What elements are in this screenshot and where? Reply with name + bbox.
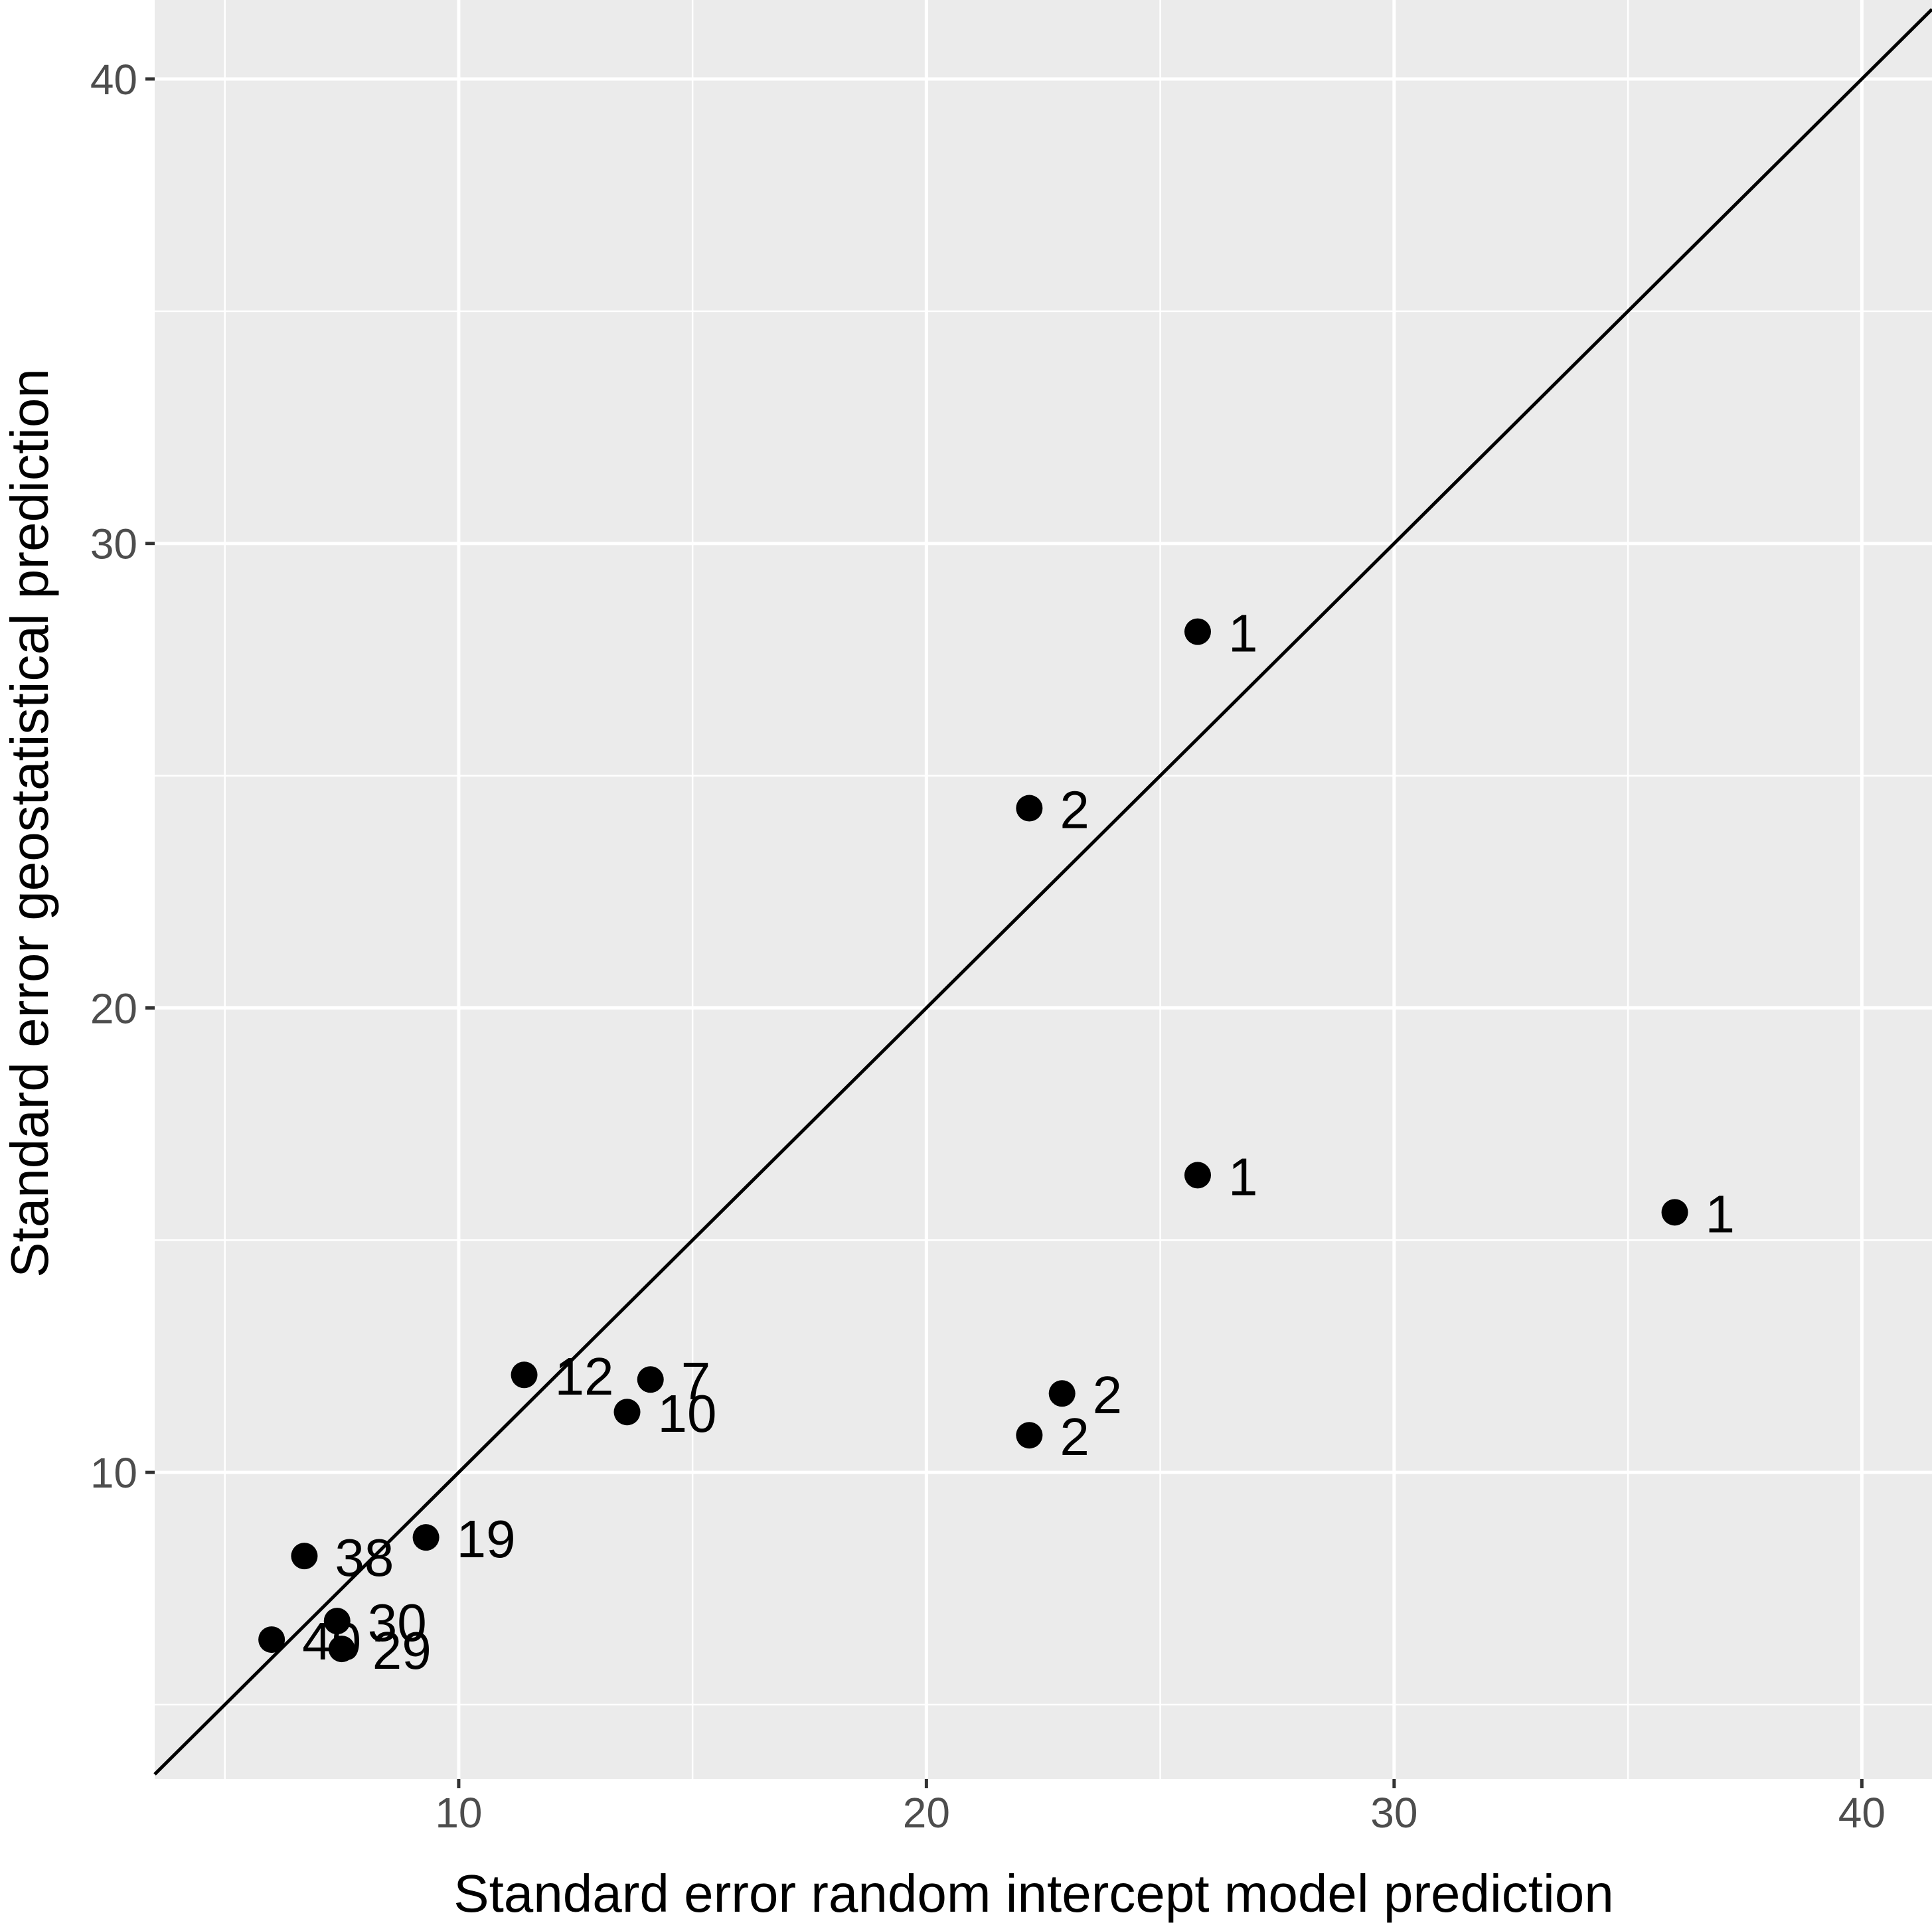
reference-line-layer — [153, 8, 1932, 1776]
point-label: 38 — [335, 1528, 394, 1587]
point-label: 2 — [1060, 781, 1089, 840]
data-point — [323, 1608, 351, 1635]
y-tick-label: 10 — [90, 1449, 137, 1497]
identity-reference-line — [153, 8, 1932, 1776]
data-point — [1184, 618, 1211, 645]
x-tick-label: 30 — [1370, 1789, 1417, 1837]
grid-lines — [155, 0, 1932, 1779]
data-point — [328, 1636, 355, 1663]
point-label: 2 — [1060, 1407, 1089, 1466]
data-point — [613, 1399, 641, 1426]
data-point — [1661, 1199, 1688, 1226]
point-label: 7 — [681, 1351, 711, 1411]
x-tick-label: 10 — [435, 1789, 482, 1837]
point-label: 19 — [457, 1509, 516, 1569]
point-label: 2 — [1093, 1365, 1123, 1424]
data-point — [1016, 795, 1043, 822]
x-tick-label: 20 — [903, 1789, 950, 1837]
data-point — [1048, 1380, 1076, 1407]
point-label: 29 — [372, 1621, 432, 1680]
point-label: 1 — [1706, 1184, 1735, 1243]
point-label: 1 — [1228, 1147, 1258, 1206]
point-label: 10 — [658, 1384, 717, 1443]
data-point — [412, 1524, 440, 1551]
x-axis-title: Standard error random intercept model pr… — [453, 1864, 1614, 1923]
data-point — [637, 1366, 664, 1393]
point-label: 40 — [302, 1612, 361, 1671]
data-point — [1016, 1422, 1043, 1449]
y-tick-label: 20 — [90, 984, 137, 1032]
data-point — [1184, 1162, 1211, 1189]
x-tick-label: 40 — [1838, 1789, 1886, 1837]
data-points — [258, 618, 1688, 1663]
point-label: 12 — [555, 1347, 614, 1406]
y-tick-label: 40 — [90, 56, 137, 104]
y-axis-title: Standard error geostatistical prediction — [0, 368, 59, 1278]
data-point — [511, 1361, 538, 1389]
data-point — [291, 1543, 318, 1570]
data-point — [258, 1626, 285, 1654]
point-label: 1 — [1228, 604, 1258, 663]
point-label: 30 — [368, 1593, 427, 1652]
y-tick-label: 30 — [90, 520, 137, 568]
